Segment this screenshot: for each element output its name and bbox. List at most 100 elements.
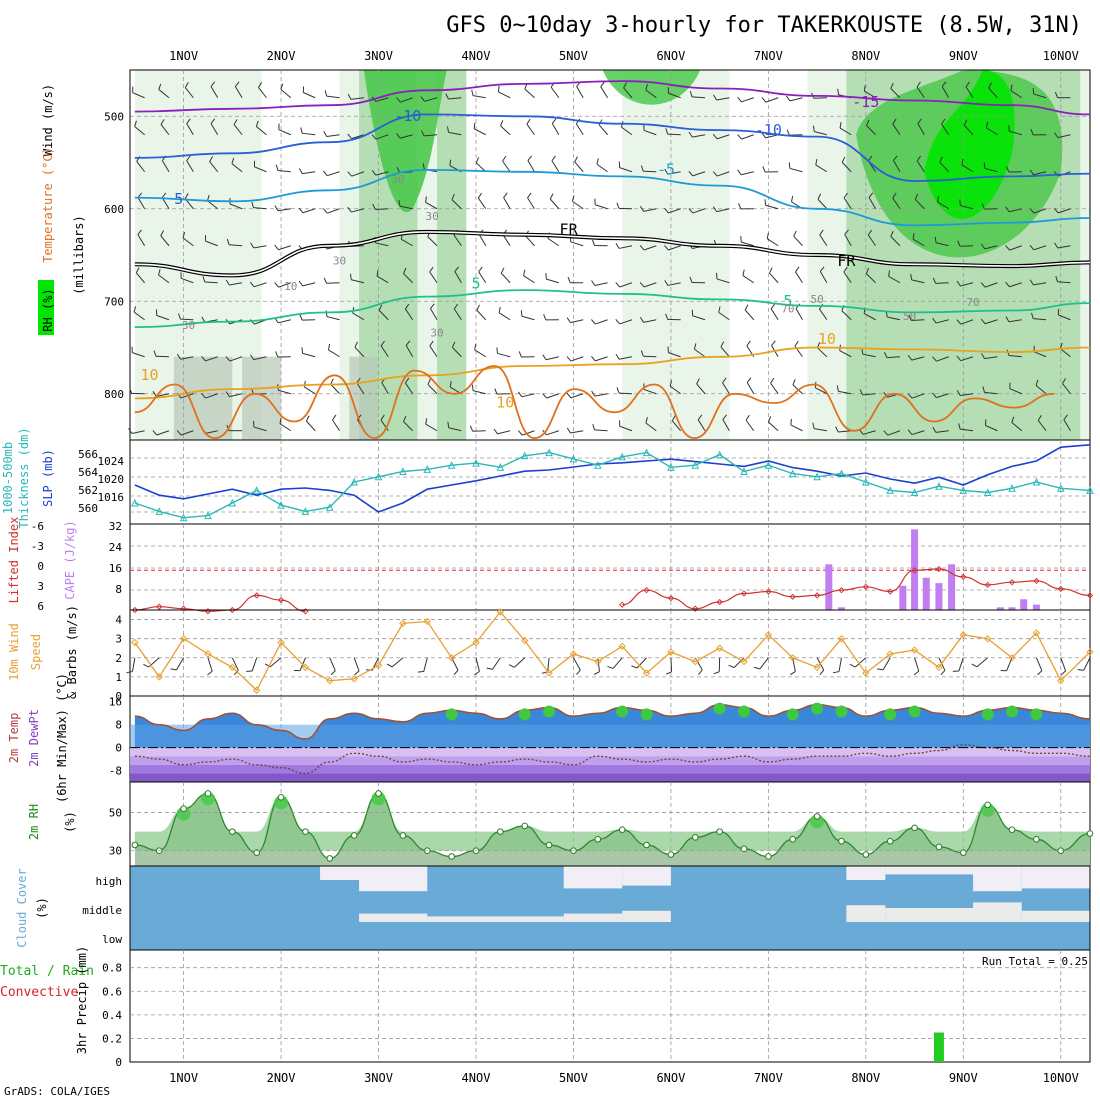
wind-speed-marker [179,634,188,643]
wind-barb [570,393,584,399]
cape-bar [1032,604,1040,610]
contour-label: 70 [781,302,794,315]
slp-axis-label: SLP (mb) [41,449,55,507]
wind-barb [766,238,779,247]
wind-barb-flag [475,157,480,164]
thickness-axis-label-2: Thickness (dm) [17,427,31,528]
wind-barb [549,198,560,210]
wind-barb [1035,657,1043,671]
wind-barb [793,235,803,247]
temp-peak-cap [616,705,629,718]
lifted-index-marker [935,565,943,573]
wind-barb [960,245,974,247]
wind-barb [570,356,584,362]
wind-barb-flag [376,270,379,277]
wind-barb [180,318,194,321]
wind-barb [497,430,511,435]
wind-barb [401,238,413,247]
cape-bar [1020,599,1028,610]
top-day-label: 7NOV [754,49,783,63]
contour-label: 30 [182,319,195,332]
wind-barb-flag [712,171,718,177]
wind-barb-flag [591,390,596,397]
wind-speed-marker [204,650,212,658]
wind-barb [594,282,608,287]
lifted-index-marker [984,581,991,588]
wind-barb [669,385,681,395]
wind-barb-flag [737,169,742,176]
wind-barb [984,391,998,395]
wind-barb [477,197,487,210]
wind-barb [161,197,170,210]
wind-barb [351,171,365,177]
wind-barb [254,166,267,173]
wind-barb [986,127,998,136]
wind-barb-flag [177,313,181,320]
wind-barb [1008,319,1022,323]
lifted-index-marker [1057,585,1064,592]
wind-barb-flag [645,84,648,91]
wind-barb-flag [890,82,894,89]
wind-barb-flag [939,156,943,163]
cloud-cover-panel: high middle low Cloud Cover (%) [15,865,1091,951]
wind-barb [841,162,852,173]
wind-barb-flag [671,415,676,422]
wind-barb-flag [249,354,255,360]
wind-barb-flag [454,266,460,272]
top-day-axis: 1NOV 2NOV 3NOV 4NOV 5NOV 6NOV 7NOV 8NOV 9NOV 10NO… [169,49,1079,63]
wind-barb [668,352,681,358]
wind-barb [380,419,389,432]
wind-barb-flag [1029,279,1034,286]
wind-barb-flag [160,119,165,125]
wind-barb-flag [980,282,986,288]
wind-barb [960,319,974,325]
wind-barb [643,208,657,212]
temp-peak-cap [713,702,726,715]
wind-barb [865,273,876,284]
wind-barb [158,89,170,99]
wind-barb [306,420,316,432]
wind-barb [427,236,438,247]
wind-barb-flag [665,313,669,320]
wind-barb-flag [907,393,913,399]
wind-barb [132,92,145,99]
wind-barb-flag [745,414,750,421]
wind-barb-flag [1059,342,1063,349]
contour-label: 50 [810,293,823,306]
rh-marker [643,841,650,849]
wind-speed-marker [959,631,968,639]
freezing-line [134,231,1091,277]
wind-barb [790,424,803,432]
wind-barb [1010,90,1023,99]
wind-barb [893,160,901,173]
wind-barb [391,657,404,668]
rh-line [134,792,1091,860]
thickness-ytick: 562 [78,484,98,497]
wind-barb [619,356,633,360]
rh-ytick: 50 [109,807,122,820]
wind-barb-flag [508,664,515,668]
rh-marker [497,828,504,835]
wind-barb-flag [591,319,596,325]
cloud-middle-gap [846,905,886,922]
wind-barb-flag [542,354,547,361]
thickness-marker [813,472,821,481]
wind-barb-flag [186,155,191,161]
wind-barb [1033,245,1047,251]
wind-barb [131,657,136,672]
wind-barb [841,310,852,321]
wind-barb [985,282,998,288]
wind-barb [619,319,633,325]
rh-marker [545,841,553,849]
wind-barb-flag [744,304,749,311]
wind-barb [1011,422,1023,432]
wind-barb-flag [893,155,898,161]
wind-barb [375,242,389,247]
wind-barb [600,86,608,99]
precip-ytick: 0.4 [102,1009,122,1022]
temp-peak-cap [981,708,994,721]
wind-barb-flag [688,170,694,177]
rh-axis-label: RH (%) [41,288,55,331]
wind-barb [253,356,267,361]
wind-speed-marker [642,669,651,677]
